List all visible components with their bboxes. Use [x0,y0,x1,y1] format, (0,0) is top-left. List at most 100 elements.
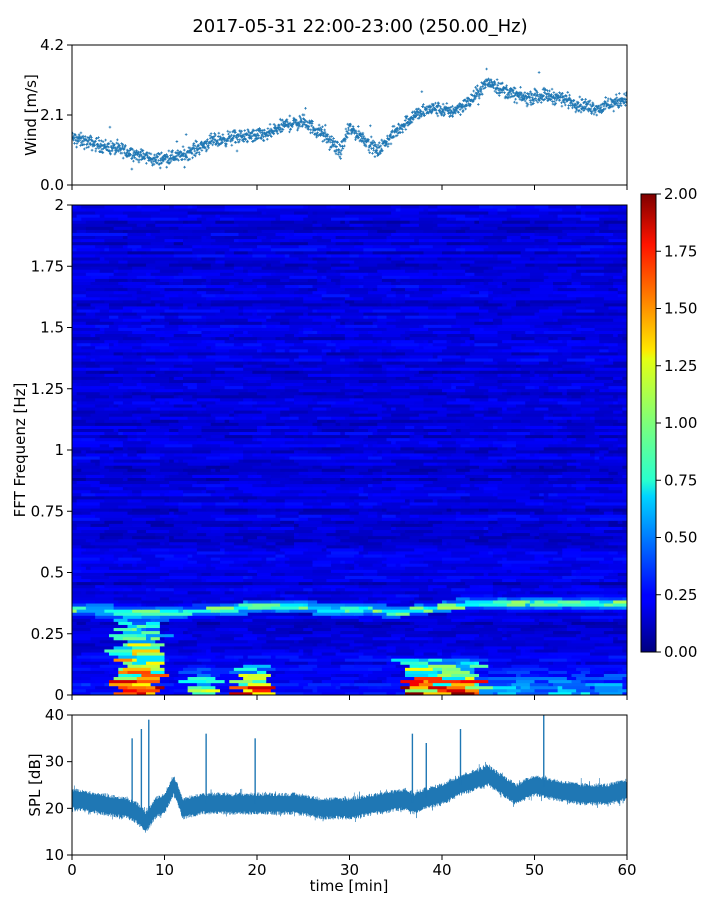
spectrogram-cell [525,462,553,465]
spectrogram-cell [169,658,197,661]
wind-data-point [231,144,234,147]
spectrogram-cell [525,426,553,429]
spectrogram-cell [539,484,553,487]
spectrogram-cell [72,484,91,487]
spectrogram-cell [72,600,96,603]
spectrogram-cell [535,600,545,603]
spectrogram-cell [220,603,234,606]
spectrogram-cell [424,606,429,609]
spectrogram-cell [354,582,359,585]
spectrogram-cell [368,484,373,487]
spectrogram-cell [336,625,355,628]
spectrogram-cell [604,579,618,582]
spectrogram-cell [118,667,123,670]
spectrogram-cell [271,609,276,612]
spectrogram-cell [502,502,526,505]
spectrogram-cell [299,582,313,585]
spectrogram-cell [387,631,406,634]
spectrogram-cell [622,527,641,530]
spectrogram-cell [128,493,133,496]
spectrogram-cell [114,573,133,576]
spectrogram-cell [160,456,174,459]
spectrogram-cell [419,438,443,441]
spectrogram-cell [225,508,249,511]
wind-data-point [513,101,516,104]
spectrogram-cell [299,447,304,450]
spectrogram-cell [576,481,600,484]
spectrogram-cell [419,419,424,422]
spectrogram-cell [363,674,368,677]
spectrogram-cell [562,597,581,600]
spectrogram-cell [303,628,313,631]
spectrogram-cell [548,419,553,422]
spectrogram-cell [599,462,627,465]
spectrogram-cell [280,524,294,527]
spectrogram-cell [197,674,211,677]
wind-data-point [371,152,374,155]
spectrogram-cell [308,536,336,539]
spectrogram-cell [165,453,175,456]
spectrogram-cell [313,432,341,435]
spectrogram-cell [507,530,512,533]
spectrogram-cell [123,661,133,664]
spectrogram-cell [262,609,272,612]
spectrogram-cell [340,634,364,637]
spectrogram-cell [484,468,494,471]
spectrogram-cell [211,643,230,646]
spectrogram-cell [493,548,503,551]
spectrogram-cell [234,591,244,594]
spectrogram-cell [377,569,405,572]
spectrogram-cell [553,563,572,566]
spectrogram-cell [419,683,433,686]
spectrogram-cell [234,667,258,670]
spectrogram-cell [507,597,521,600]
spectrogram-cell [599,422,613,425]
spectrogram-cell [576,667,581,670]
spectrogram-cell [220,655,225,658]
spectrogram-cell [215,536,234,539]
spectrogram-cell [373,432,378,435]
spectrogram-cell [262,453,276,456]
spectrogram-cell [354,447,368,450]
spectrogram-cell [428,625,447,628]
spectrogram-cell [382,453,401,456]
spectrogram-cell [313,649,341,652]
spectrogram-cell [516,527,540,530]
spectrogram-cell [544,655,558,658]
spectrogram-cell [322,465,341,468]
spectrogram-cell [590,566,609,569]
spectrogram-cell [114,508,133,511]
spectrogram-cell [521,597,549,600]
spectrogram-cell [276,674,304,677]
spectrogram-cell [294,459,318,462]
spectrogram-cell [77,655,91,658]
spectrogram-cell [206,652,220,655]
spectrogram-cell [285,419,309,422]
spectrogram-cell [572,563,591,566]
spectrogram-cell [146,588,151,591]
wind-data-point [551,88,554,91]
spectrogram-cell [234,582,253,585]
spectrogram-cell [479,683,507,686]
spectrogram-cell [128,618,152,621]
spectrogram-cell [276,686,304,689]
spectrogram-cell [285,554,313,557]
spectrogram-cell [405,530,433,533]
spectrogram-cell [604,631,628,634]
spectrogram-cell [336,487,350,490]
spectrogram-cell [109,652,133,655]
spectrogram-cell [326,490,350,493]
spectrogram-cell [192,484,206,487]
spectrogram-cell [262,606,272,609]
spectrogram-cell [91,640,101,643]
spectrogram-cell [502,453,516,456]
spectrogram-cell [558,689,568,692]
spectrogram-cell [585,484,609,487]
spectrogram-cell [405,554,424,557]
spectrogram-cell [72,499,77,502]
spectrogram-cell [400,637,405,640]
spectrogram-cell [160,677,165,680]
spectrogram-cell [266,450,271,453]
spectrogram-cell [613,628,632,631]
spectrogram-cell [410,582,438,585]
